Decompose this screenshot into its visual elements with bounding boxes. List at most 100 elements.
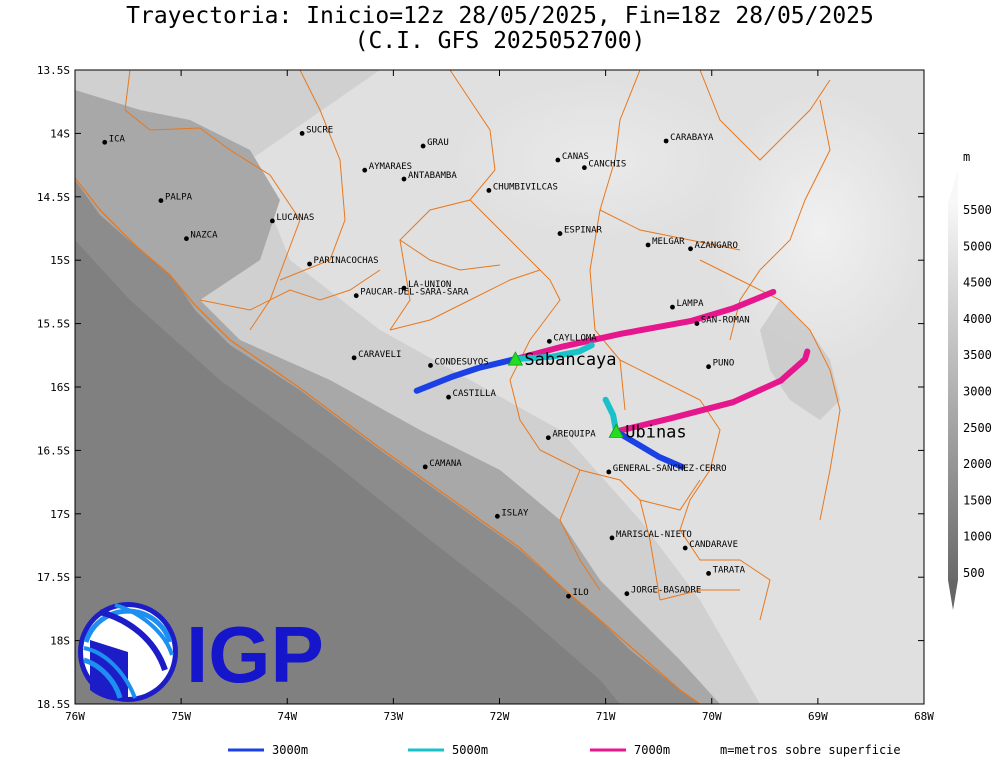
place-label: CARAVELI — [358, 350, 401, 360]
place-label: CHUMBIVILCAS — [493, 182, 558, 192]
place-marker — [401, 176, 407, 182]
place-marker — [582, 165, 587, 171]
place-marker — [401, 285, 407, 291]
place-label: ILO — [572, 588, 588, 598]
place-label: LUCANAS — [276, 213, 314, 223]
trajectory-ubinas-7000m — [613, 348, 811, 435]
lon-tick-label: 75W — [171, 710, 191, 723]
place-label: JORGE-BASADRE — [631, 586, 701, 596]
place-marker — [557, 231, 563, 236]
lon-tick-label: 73W — [383, 710, 403, 723]
trajectory-sabancaya-7000m — [512, 288, 777, 363]
lat-tick-label: 18.5S — [37, 698, 70, 711]
map-title-line1: Trayectoria: Inicio=12z 28/05/2025, Fin=… — [126, 3, 874, 29]
colorbar-label: 5000 — [963, 239, 992, 253]
place-marker — [663, 138, 669, 144]
colorbar-label: 4000 — [963, 312, 992, 326]
place-label: ESPINAR — [564, 226, 603, 236]
axis-ticks: 76W 75W 74W 73W 72W 71W 70W 69W 68W 13.5S 14S 14.5S… — [37, 64, 934, 723]
lon-tick-label: 68W — [914, 710, 934, 723]
lon-tick-label: 76W — [65, 710, 85, 723]
province-borders — [75, 70, 841, 704]
place-label: CAMANA — [429, 459, 462, 469]
place-label: SUCRE — [306, 125, 333, 135]
place-label: CARABAYA — [670, 133, 714, 143]
place-marker — [428, 363, 433, 368]
lat-tick-label: 17.5S — [37, 571, 70, 584]
place-label: PALPA — [165, 193, 193, 203]
legend-label: 5000m — [452, 743, 488, 757]
place-marker — [362, 167, 368, 173]
place-marker — [670, 304, 675, 310]
place-label: SAN-ROMAN — [701, 316, 750, 326]
place-marker — [546, 338, 552, 344]
place-label: ISLAY — [501, 508, 529, 518]
place-label: NAZCA — [190, 231, 218, 241]
colorbar-label: 500 — [963, 566, 985, 580]
legend-label: 3000m — [272, 743, 308, 757]
lat-tick-label: 14S — [50, 127, 70, 140]
place-label: CANAS — [562, 152, 589, 162]
colorbar-label: 2500 — [963, 421, 992, 435]
lon-tick-label: 71W — [596, 710, 616, 723]
lat-tick-label: 17S — [50, 508, 70, 521]
place-marker — [688, 246, 693, 252]
colorbar-upper-arrow — [948, 170, 958, 203]
place-marker — [422, 464, 428, 470]
lat-tick-label: 15S — [50, 254, 70, 267]
logo-text: IGP — [186, 610, 324, 699]
place-label: CANDARAVE — [689, 540, 738, 550]
place-marker — [494, 513, 500, 519]
place-marker — [269, 218, 275, 224]
place-label: CANCHIS — [588, 160, 626, 170]
place-label: GRAU — [427, 138, 449, 148]
lon-tick-label: 69W — [808, 710, 828, 723]
legend-note: m=metros sobre superficie — [720, 743, 901, 757]
colorbar-unit: m — [963, 150, 970, 164]
place-label: MARISCAL-NIETO — [616, 530, 692, 540]
place-label: CONDESUYOS — [435, 357, 489, 367]
volcano-label: Sabancaya — [524, 350, 616, 370]
colorbar-label: 2000 — [963, 457, 992, 471]
place-marker — [606, 469, 612, 475]
legend: 3000m 5000m 7000m m=metros sobre superficie — [228, 743, 901, 757]
map-title-line2: (C.I. GFS 2025052700) — [354, 28, 646, 54]
place-marker — [609, 535, 615, 541]
place-label: AREQUIPA — [552, 430, 596, 440]
colorbar: m 500 1000 1500 2000 2500 3000 3500 4000 4500 500… — [948, 150, 992, 610]
trajectory-ubinas-3000m — [613, 428, 685, 470]
place-label: TARATA — [713, 565, 746, 575]
place-label: CASTILLA — [453, 389, 497, 399]
place-label: PAUCAR-DEL-SARA-SARA — [360, 288, 469, 298]
place-label: CAYLLOMA — [553, 333, 597, 343]
volcano-marker — [608, 423, 624, 438]
lon-tick-label: 72W — [490, 710, 510, 723]
place-marker — [555, 157, 561, 163]
place-label: ANTABAMBA — [408, 171, 457, 181]
legend-label: 7000m — [634, 743, 670, 757]
place-marker — [645, 242, 651, 248]
trajectory-sabancaya-3000m — [413, 356, 519, 394]
place-marker — [682, 545, 688, 551]
colorbar-label: 1500 — [963, 493, 992, 507]
place-label: ICA — [109, 134, 126, 144]
place-label: MELGAR — [652, 237, 685, 247]
lat-tick-label: 18S — [50, 635, 70, 648]
place-marker — [102, 139, 108, 145]
terrain-layer — [75, 70, 924, 704]
volcano-layer: Sabancaya Ubinas — [507, 350, 687, 442]
volcano-marker — [507, 351, 524, 366]
trajectory-sabancaya-5000m — [512, 342, 595, 363]
lat-tick-label: 14.5S — [37, 191, 70, 204]
place-marker — [624, 591, 630, 597]
lon-tick-label: 74W — [277, 710, 297, 723]
colorbar-label: 3000 — [963, 385, 992, 399]
colorbar-gradient — [948, 203, 958, 580]
place-marker — [706, 364, 711, 370]
lat-tick-label: 15.5S — [37, 318, 70, 331]
place-marker — [299, 131, 305, 136]
colorbar-label: 5500 — [963, 203, 992, 217]
place-label: LAMPA — [676, 299, 704, 309]
colorbar-label: 4500 — [963, 276, 992, 290]
